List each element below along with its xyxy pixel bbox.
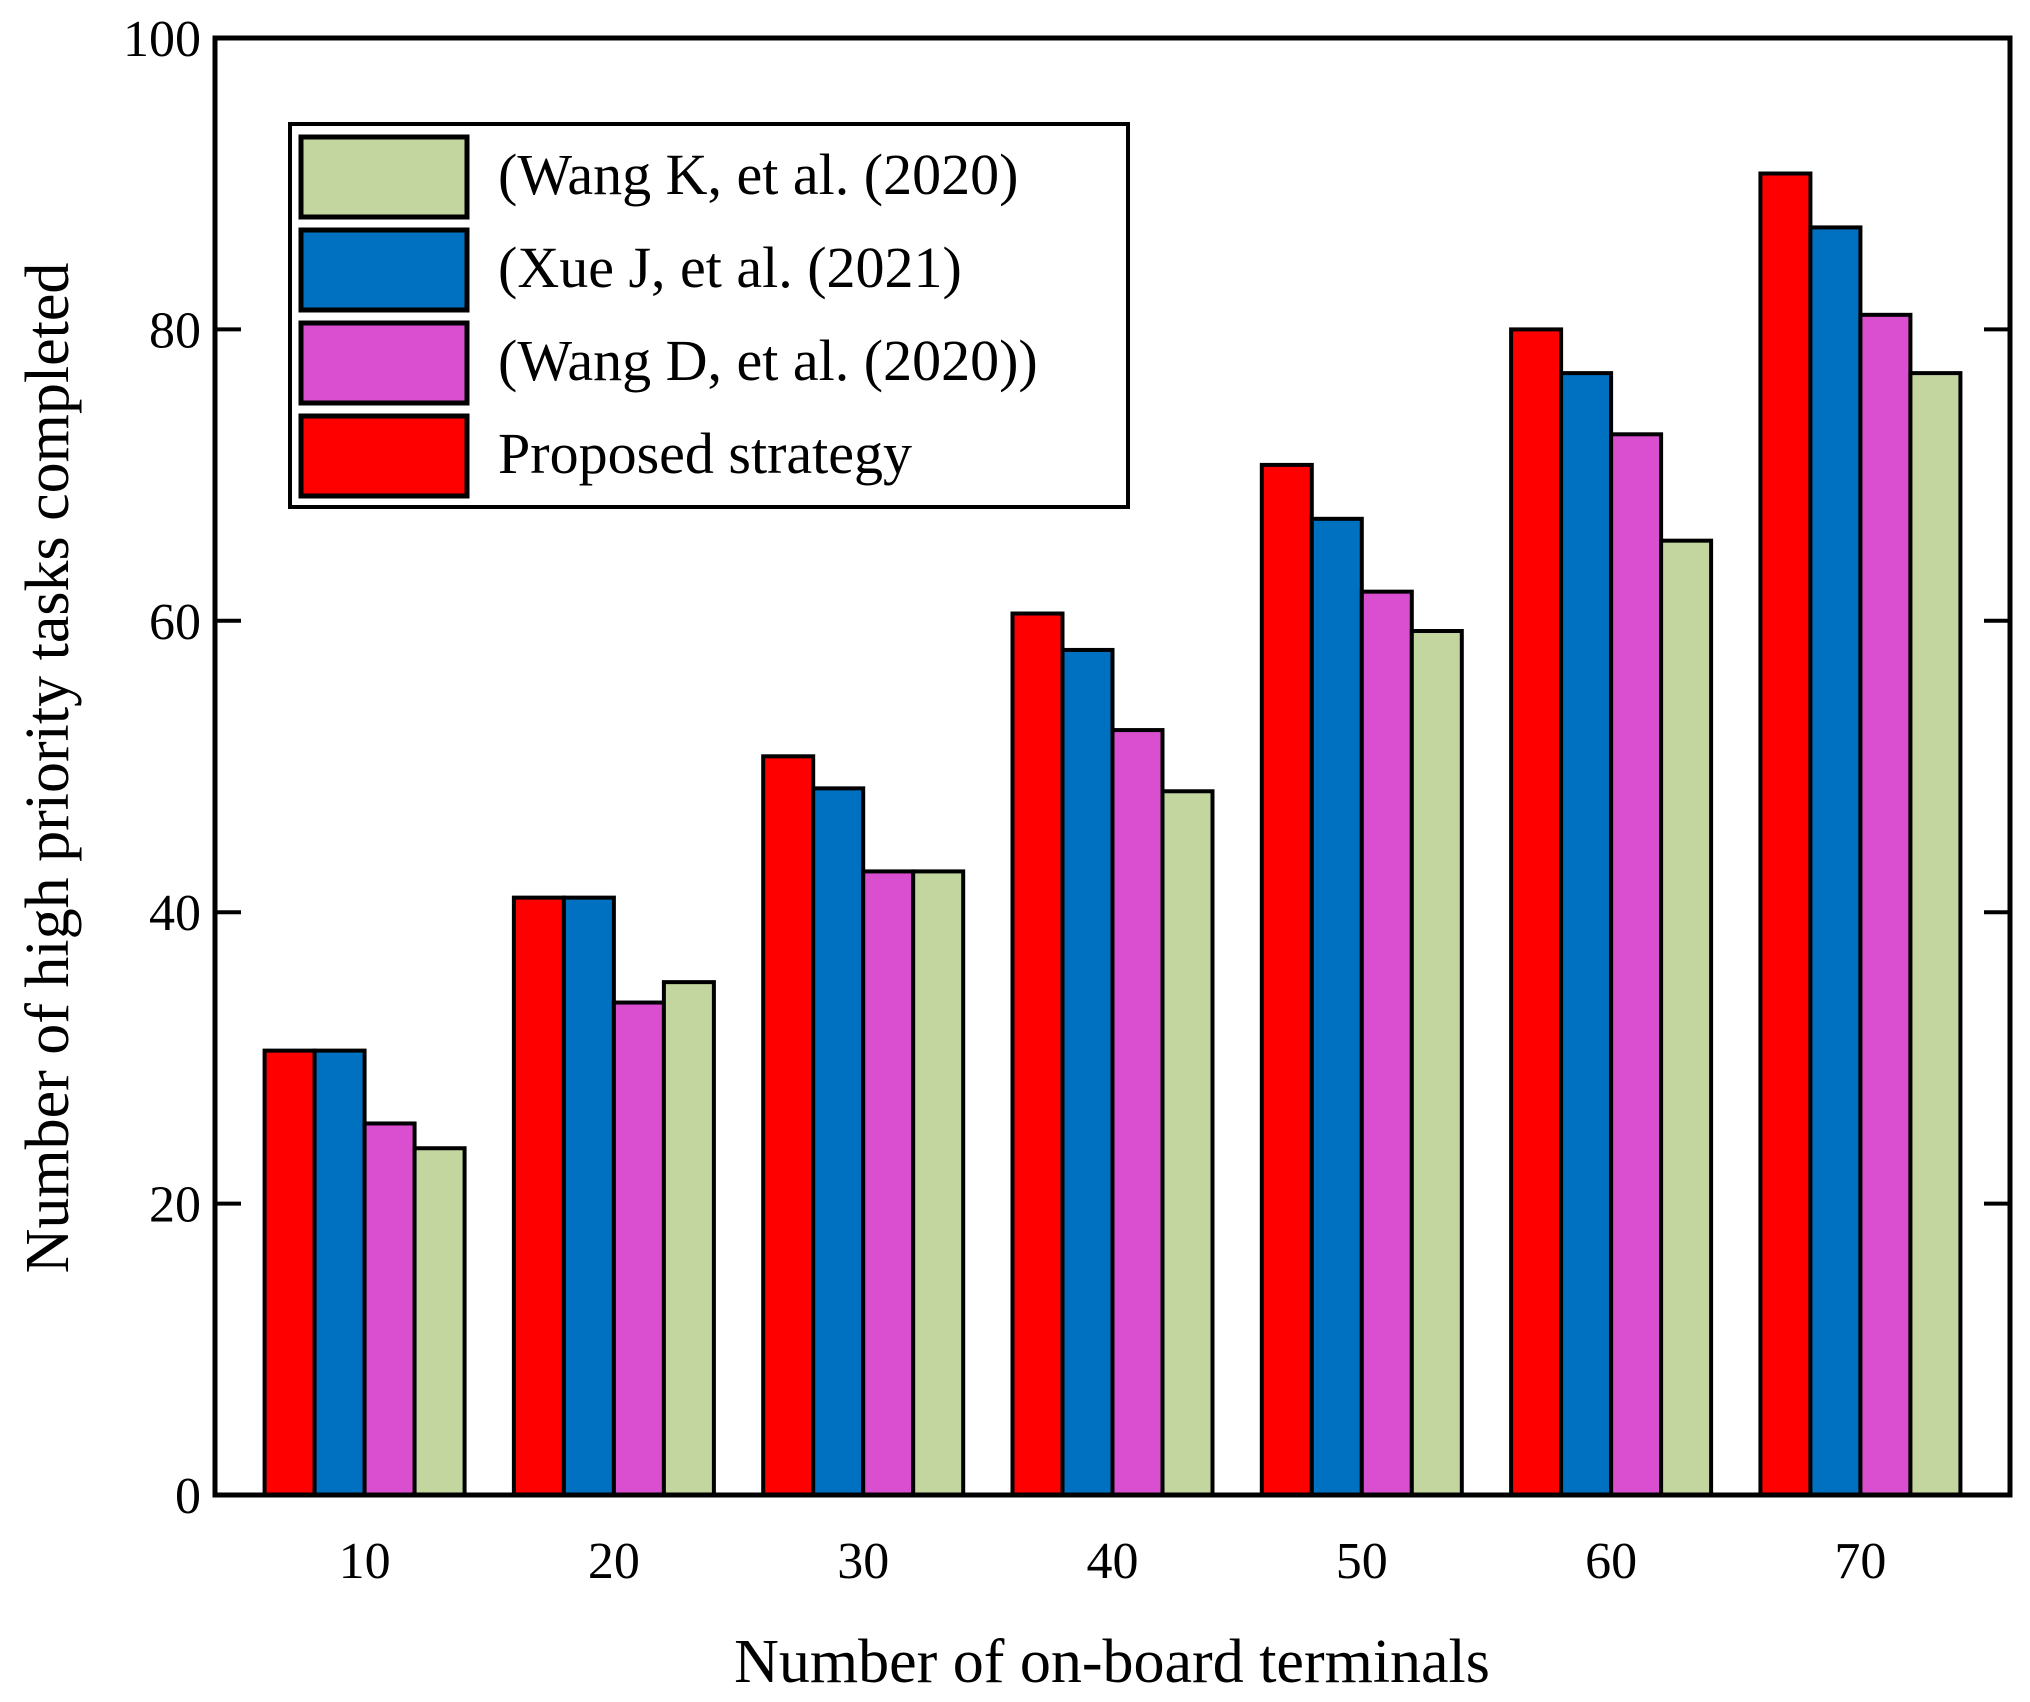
x-tick-label: 30: [837, 1533, 889, 1590]
bar-70-3: [1908, 371, 1963, 1497]
bar-30-1: [811, 786, 866, 1497]
x-tick-label: 20: [588, 1533, 640, 1590]
bar-10-3: [412, 1146, 467, 1497]
y-tick-label: 20: [149, 1177, 201, 1234]
legend-label: (Wang D, et al. (2020)): [498, 328, 1038, 393]
plot-frame: [212, 35, 2013, 1498]
x-tick-label: 40: [1087, 1533, 1139, 1590]
bar-50-3: [1409, 628, 1464, 1497]
bars-layer: [262, 171, 1963, 1498]
y-tick-label: 60: [149, 594, 201, 651]
bar-10-2: [362, 1121, 417, 1497]
y-axis-title: Number of high priority tasks completed: [14, 263, 82, 1274]
bar-20-1: [561, 895, 616, 1497]
bar-20-0: [511, 895, 566, 1497]
bar-40-2: [1110, 728, 1165, 1497]
bar-60-3: [1659, 538, 1714, 1497]
bar-60-2: [1609, 432, 1664, 1498]
bar-50-2: [1359, 589, 1414, 1497]
bar-60-0: [1509, 327, 1564, 1497]
bar-40-0: [1010, 611, 1065, 1497]
bar-30-2: [861, 869, 916, 1497]
bar-20-2: [611, 1000, 666, 1497]
bar-70-0: [1758, 171, 1813, 1498]
bar-50-0: [1259, 462, 1314, 1497]
bar-10-0: [262, 1048, 317, 1497]
bar-40-1: [1060, 647, 1115, 1497]
bar-50-1: [1309, 516, 1364, 1497]
y-tick-label: 40: [149, 885, 201, 942]
y-tick-label: 80: [149, 302, 201, 359]
bar-30-3: [911, 869, 966, 1497]
bar-70-2: [1858, 312, 1913, 1498]
legend-label: (Wang K, et al. (2020): [498, 142, 1018, 207]
y-tick-label: 0: [175, 1468, 201, 1525]
x-axis: 10 20 30 40 50 60 70: [339, 1533, 1887, 1590]
y-axis: 0 20 40 60 80 100: [123, 11, 2010, 1525]
x-tick-label: 50: [1336, 1533, 1388, 1590]
x-tick-label: 70: [1834, 1533, 1886, 1590]
y-tick-label: 100: [123, 11, 201, 68]
legend-swatch: [298, 413, 470, 499]
legend: (Wang K, et al. (2020) (Xue J, et al. (20…: [288, 122, 1130, 509]
bar-70-1: [1808, 225, 1863, 1497]
bar-60-1: [1559, 371, 1614, 1497]
bar-40-3: [1160, 789, 1215, 1497]
bar-30-0: [761, 754, 816, 1497]
bar-10-1: [312, 1048, 367, 1497]
legend-label: Proposed strategy: [498, 421, 912, 486]
x-axis-title: Number of on-board terminals: [734, 1628, 1490, 1696]
legend-swatch: [298, 320, 470, 406]
x-tick-label: 60: [1585, 1533, 1637, 1590]
bar-20-3: [661, 980, 716, 1497]
legend-label: (Xue J, et al. (2021): [498, 235, 962, 300]
legend-swatch: [298, 227, 470, 313]
x-tick-label: 10: [339, 1533, 391, 1590]
legend-swatch: [298, 134, 470, 220]
